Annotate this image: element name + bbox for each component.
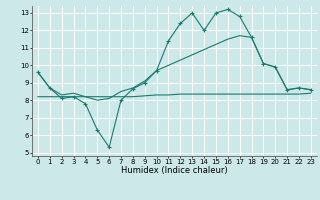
X-axis label: Humidex (Indice chaleur): Humidex (Indice chaleur) (121, 166, 228, 175)
